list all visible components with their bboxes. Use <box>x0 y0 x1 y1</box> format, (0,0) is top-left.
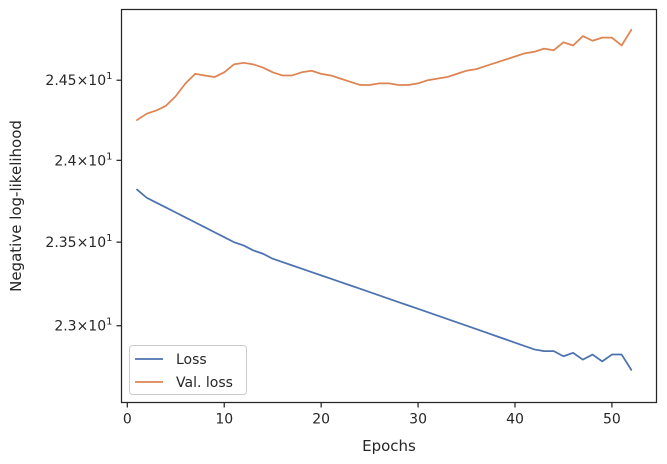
y-tick-label: 2.4×101 <box>54 151 112 169</box>
legend-label-loss: Loss <box>176 352 207 368</box>
y-tick-label: 2.45×101 <box>45 71 112 89</box>
plot-area <box>136 28 633 371</box>
x-axis: 0 10 20 30 40 50 <box>123 402 621 428</box>
x-tick-label: 0 <box>123 412 132 428</box>
legend-label-val-loss: Val. loss <box>176 375 233 391</box>
x-tick-label: 50 <box>603 412 621 428</box>
y-tick-label: 2.3×101 <box>54 317 112 335</box>
x-tick-label: 40 <box>506 412 524 428</box>
x-tick-label: 10 <box>215 412 233 428</box>
y-axis-label: Negative log-likelihood <box>7 120 25 292</box>
x-tick-label: 20 <box>312 412 330 428</box>
x-tick-label: 30 <box>409 412 427 428</box>
series-line-val-loss <box>136 28 633 121</box>
y-tick-label: 2.35×101 <box>45 233 112 251</box>
y-axis: 2.3×101 2.35×101 2.4×101 2.45×101 <box>45 71 122 335</box>
x-axis-label: Epochs <box>362 437 416 455</box>
legend: Loss Val. loss <box>129 345 247 395</box>
series-line-loss <box>136 188 633 371</box>
plot-frame <box>120 8 658 404</box>
